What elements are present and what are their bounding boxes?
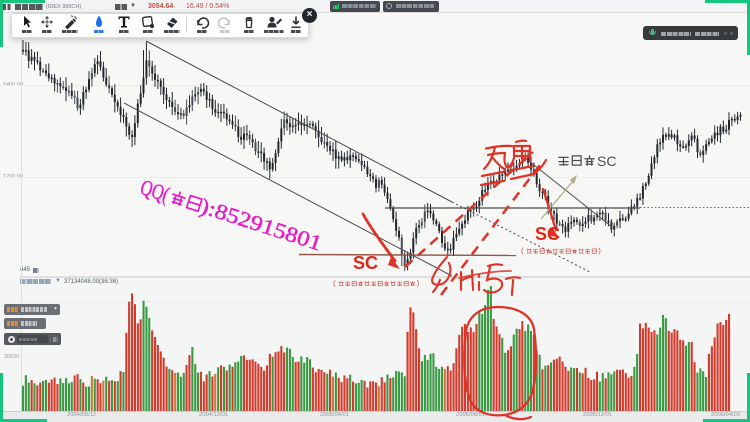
svg-text:SC: SC <box>597 153 616 169</box>
svg-text:SC: SC <box>535 224 560 244</box>
svg-text:QQ(: QQ( <box>137 175 172 207</box>
svg-text:): ) <box>417 279 420 288</box>
svg-text:(: ( <box>333 279 336 288</box>
svg-text:):852915801: ):852915801 <box>197 194 324 255</box>
svg-text:): ) <box>598 246 601 255</box>
svg-text:SC: SC <box>353 253 378 273</box>
svg-text:(: ( <box>521 246 524 255</box>
